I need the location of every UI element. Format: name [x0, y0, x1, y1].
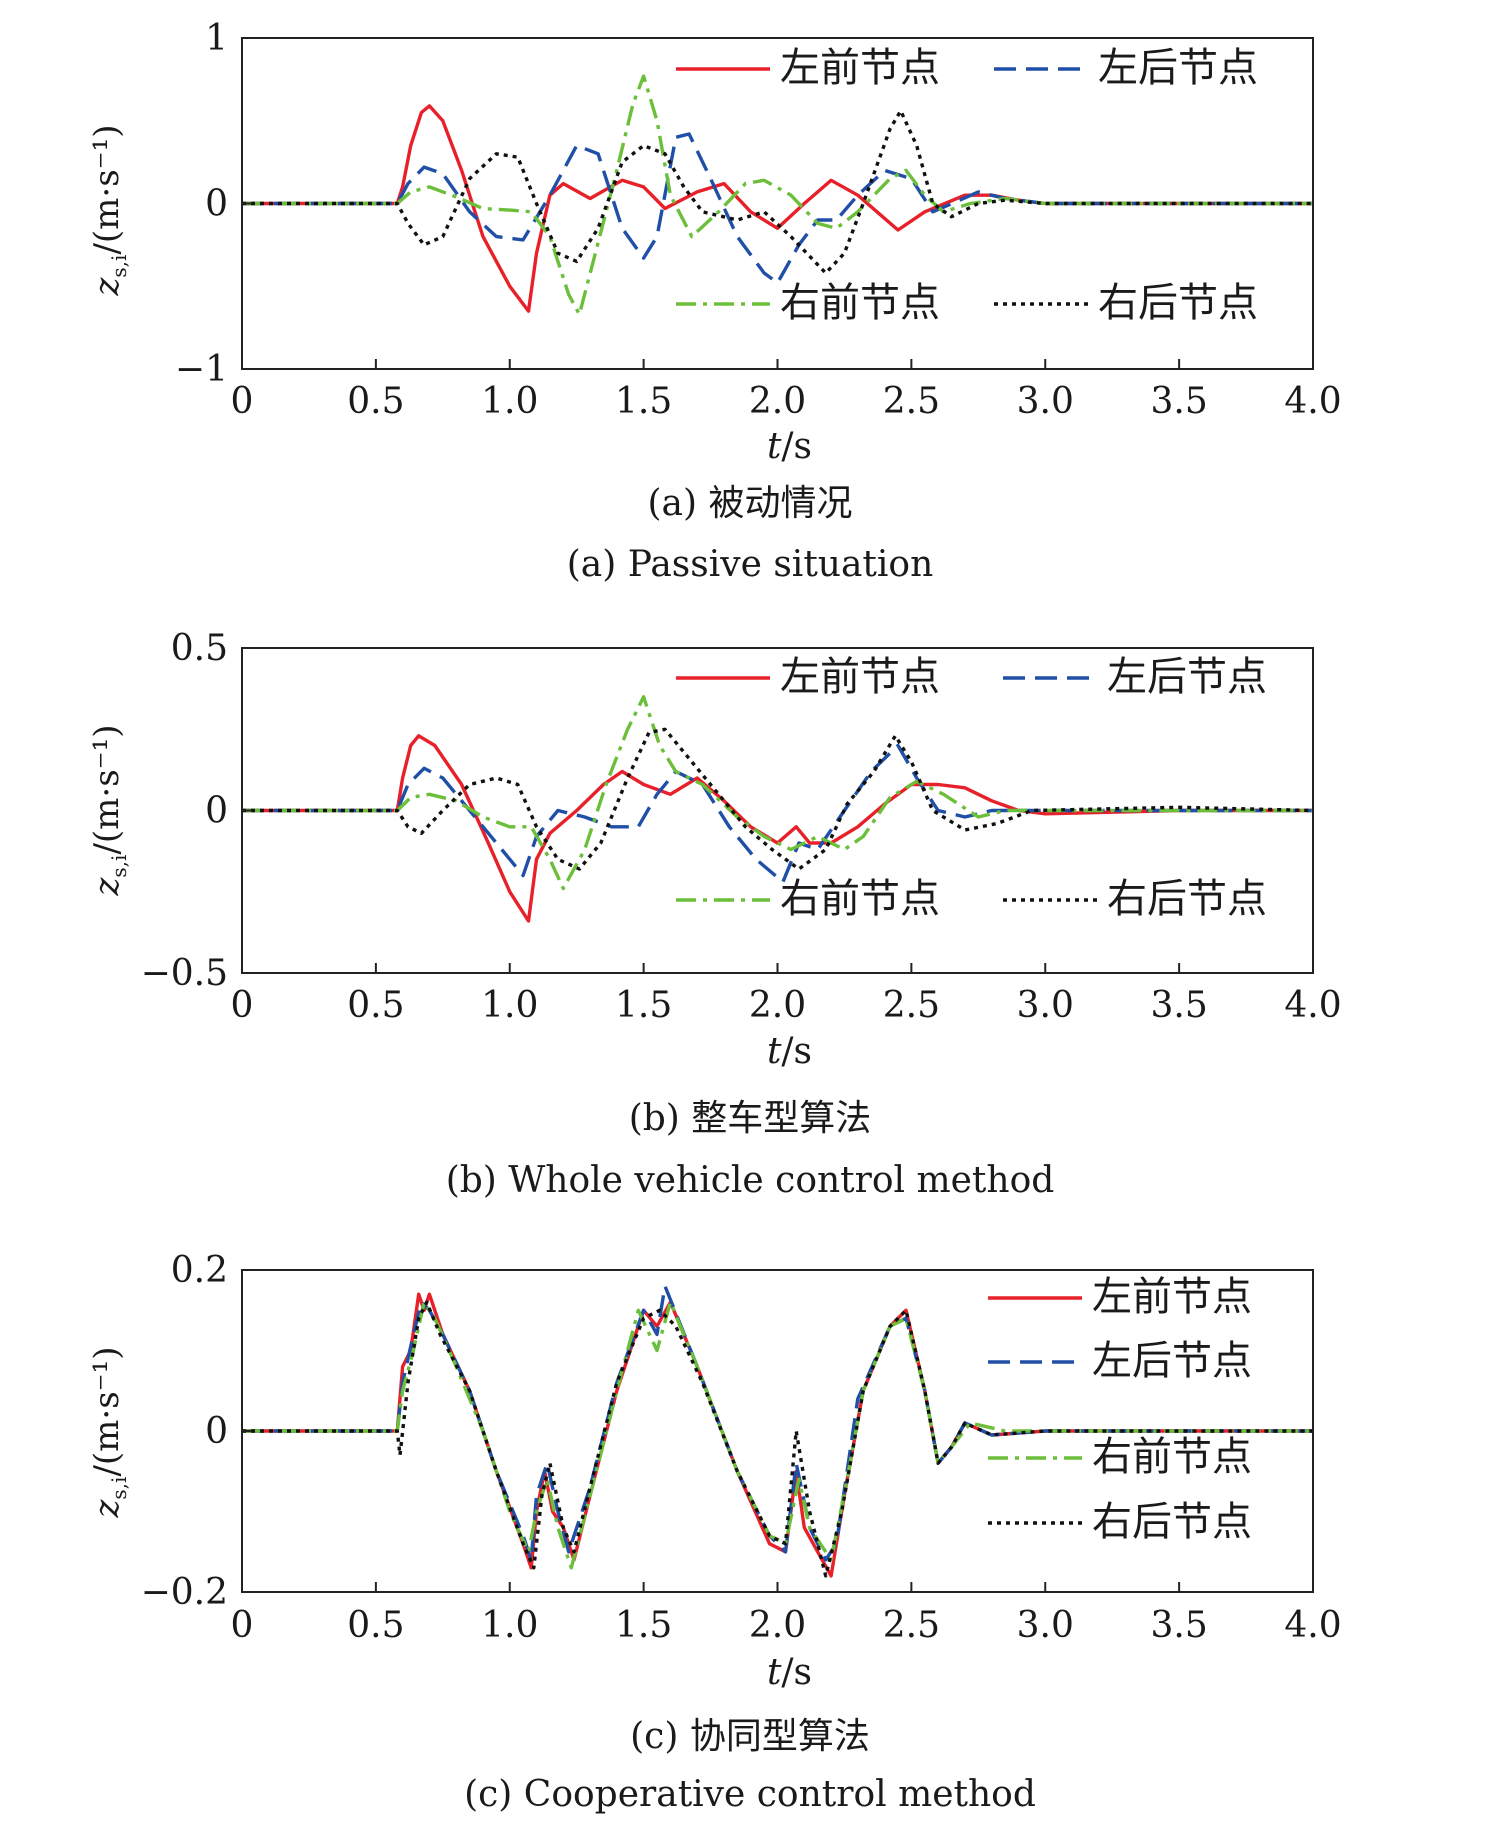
- chart-panel-c: 0 0.5 1.0 1.5 2.0 2.5 3.0 3.5 4.00.20−0.2t/szs,i…: [87, 1250, 1342, 1815]
- chart-panel-b: 0 0.5 1.0 1.5 2.0 2.5 3.0 3.5 4.00.50−0.5t/szs,i…: [87, 628, 1342, 1201]
- legend-label: 左前节点: [780, 654, 940, 700]
- y-tick-label: −0.2: [141, 1572, 228, 1613]
- x-tick-label: 2.5: [883, 1605, 940, 1646]
- caption-english: (b) Whole vehicle control method: [446, 1160, 1055, 1201]
- x-tick-label: 2.0: [749, 1605, 806, 1646]
- x-tick-label: 2.5: [883, 381, 940, 422]
- series-line-right-front: [242, 695, 1313, 891]
- legend-label: 右后节点: [1107, 876, 1267, 922]
- legend-item-left-rear: 左后节点: [1003, 654, 1267, 700]
- x-tick-label: 0: [231, 381, 254, 422]
- x-tick-label: 1.5: [615, 1605, 672, 1646]
- y-tick-label: −0.5: [141, 953, 228, 994]
- series-line-left-rear: [242, 743, 1313, 884]
- y-axis-label: zs,i/(m·s⁻¹): [87, 1346, 131, 1518]
- legend-item-left-front: 左前节点: [676, 45, 940, 91]
- series-line-left-rear: [242, 132, 1313, 285]
- x-tick-label: 0.5: [347, 985, 404, 1026]
- legend-label: 左后节点: [1098, 45, 1258, 91]
- y-axis-label: zs,i/(m·s⁻¹): [87, 124, 131, 296]
- x-tick-label: 3.5: [1150, 985, 1207, 1026]
- x-tick-label: 3.0: [1017, 1605, 1074, 1646]
- series-group: [242, 695, 1313, 923]
- legend-label: 左后节点: [1092, 1338, 1252, 1384]
- y-tick-label: 1: [205, 18, 228, 59]
- legend-label: 左前节点: [780, 45, 940, 91]
- series-group: [242, 1284, 1313, 1578]
- chart-panel-a: 0 0.5 1.0 1.5 2.0 2.5 3.0 3.5 4.010−1t/szs,i/(m·…: [87, 18, 1342, 585]
- x-axis-label: t/s: [767, 1652, 812, 1693]
- x-tick-label: 4.0: [1284, 1605, 1341, 1646]
- legend-label: 右后节点: [1098, 280, 1258, 326]
- x-tick-label: 4.0: [1284, 381, 1341, 422]
- x-tick-label: 3.0: [1017, 381, 1074, 422]
- legend-item-right-rear: 右后节点: [994, 280, 1258, 326]
- series-group: [242, 74, 1313, 317]
- x-axis-label: t/s: [767, 1031, 812, 1072]
- legend-item-left-front: 左前节点: [988, 1274, 1252, 1320]
- x-tick-label: 0: [231, 1605, 254, 1646]
- legend-item-right-rear: 右后节点: [1003, 876, 1267, 922]
- x-tick-label: 4.0: [1284, 985, 1341, 1026]
- series-line-right-rear: [242, 1300, 1313, 1578]
- caption-english: (a) Passive situation: [567, 544, 934, 585]
- y-tick-label: −1: [175, 349, 228, 390]
- legend-label: 右前节点: [780, 876, 940, 922]
- series-line-left-front: [242, 104, 1313, 313]
- legend-label: 右前节点: [1092, 1434, 1252, 1480]
- legend-item-right-front: 右前节点: [676, 876, 940, 922]
- x-tick-label: 1.0: [481, 1605, 538, 1646]
- caption-chinese: (a) 被动情况: [648, 483, 853, 524]
- series-line-left-front: [242, 734, 1313, 923]
- legend-label: 左前节点: [1092, 1274, 1252, 1320]
- legend-label: 左后节点: [1107, 654, 1267, 700]
- legend-label: 右前节点: [780, 280, 940, 326]
- x-tick-label: 3.5: [1150, 1605, 1207, 1646]
- y-tick-label: 0.5: [171, 628, 228, 669]
- caption-english: (c) Cooperative control method: [464, 1774, 1036, 1815]
- legend-item-left-front: 左前节点: [676, 654, 940, 700]
- x-tick-label: 3.5: [1150, 381, 1207, 422]
- x-tick-label: 1.5: [615, 985, 672, 1026]
- x-tick-label: 0.5: [347, 1605, 404, 1646]
- caption-chinese: (b) 整车型算法: [629, 1098, 872, 1139]
- x-tick-label: 1.0: [481, 985, 538, 1026]
- y-tick-label: 0: [205, 1411, 228, 1452]
- x-tick-label: 2.0: [749, 985, 806, 1026]
- legend-item-right-front: 右前节点: [676, 280, 940, 326]
- x-tick-label: 2.0: [749, 381, 806, 422]
- legend-item-right-front: 右前节点: [988, 1434, 1252, 1480]
- x-tick-label: 1.5: [615, 381, 672, 422]
- y-tick-label: 0: [205, 791, 228, 832]
- x-axis-label: t/s: [767, 426, 812, 467]
- y-axis-label: zs,i/(m·s⁻¹): [87, 724, 131, 896]
- legend-item-right-rear: 右后节点: [988, 1499, 1252, 1545]
- x-tick-label: 0.5: [347, 381, 404, 422]
- x-tick-label: 1.0: [481, 381, 538, 422]
- legend-label: 右后节点: [1092, 1499, 1252, 1545]
- x-tick-label: 2.5: [883, 985, 940, 1026]
- caption-chinese: (c) 协同型算法: [630, 1716, 870, 1757]
- x-tick-label: 0: [231, 985, 254, 1026]
- x-tick-label: 3.0: [1017, 985, 1074, 1026]
- legend-item-left-rear: 左后节点: [994, 45, 1258, 91]
- series-line-right-rear: [242, 109, 1313, 275]
- legend-item-left-rear: 左后节点: [988, 1338, 1252, 1384]
- y-tick-label: 0.2: [171, 1250, 228, 1291]
- y-tick-label: 0: [205, 184, 228, 225]
